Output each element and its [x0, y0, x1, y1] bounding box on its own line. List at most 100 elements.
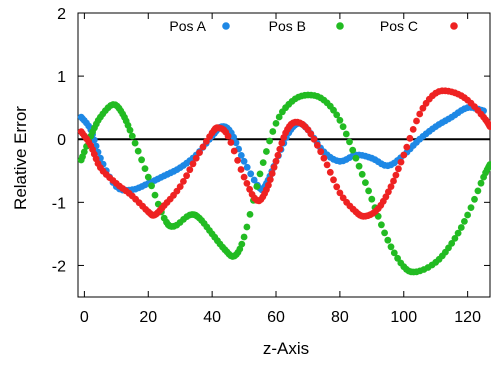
- data-point: [381, 229, 388, 237]
- data-point: [486, 161, 491, 168]
- data-point: [138, 156, 146, 164]
- data-point: [266, 137, 273, 145]
- data-point: [237, 166, 245, 173]
- y-tick-label: 2: [57, 6, 66, 23]
- data-point: [326, 168, 334, 176]
- data-point: [387, 183, 395, 191]
- data-point: [385, 188, 392, 196]
- data-point: [352, 154, 360, 162]
- y-tick-label: -2: [52, 258, 66, 275]
- data-point: [339, 123, 347, 131]
- data-point: [307, 130, 315, 138]
- data-point: [276, 145, 284, 153]
- data-point: [189, 160, 197, 168]
- data-point: [378, 221, 385, 229]
- data-point: [278, 139, 286, 147]
- data-point: [346, 138, 353, 146]
- data-point: [365, 187, 372, 195]
- data-point: [362, 179, 369, 187]
- data-point: [448, 240, 456, 247]
- data-point: [333, 111, 341, 119]
- data-point: [270, 163, 278, 171]
- data-point: [196, 149, 203, 157]
- data-point: [323, 161, 331, 169]
- x-tick-label: 120: [454, 309, 481, 326]
- data-point: [243, 223, 251, 231]
- data-point: [333, 183, 341, 191]
- data-point: [246, 211, 254, 218]
- x-axis-title: z-Axis: [263, 339, 309, 358]
- data-point: [266, 176, 274, 184]
- data-point: [451, 235, 459, 242]
- data-point: [272, 157, 280, 165]
- x-tick-label: 100: [390, 309, 417, 326]
- y-axis-title: Relative Error: [11, 106, 30, 210]
- data-point: [230, 133, 238, 141]
- data-point: [384, 236, 392, 244]
- legend-marker: [450, 22, 458, 30]
- data-point: [243, 163, 251, 171]
- data-point: [342, 130, 350, 138]
- legend-label: Pos B: [269, 18, 306, 34]
- data-point: [477, 179, 485, 187]
- data-point: [230, 147, 238, 155]
- y-axis-ticks: -2 -1 0 1 2: [52, 6, 490, 275]
- data-point: [265, 181, 272, 189]
- data-point: [336, 116, 344, 124]
- data-point: [419, 104, 427, 112]
- data-point: [243, 180, 251, 187]
- data-point: [253, 183, 261, 190]
- legend-label: Pos A: [169, 18, 206, 34]
- data-point: [374, 212, 382, 220]
- series-pos-c: [77, 87, 491, 220]
- legend-marker: [222, 22, 230, 30]
- data-point: [275, 113, 283, 121]
- x-tick-label: 80: [331, 309, 349, 326]
- data-point: [144, 173, 152, 181]
- data-point: [471, 195, 478, 203]
- data-point: [224, 132, 232, 140]
- data-point: [397, 158, 405, 166]
- data-point: [80, 148, 88, 156]
- data-point: [256, 170, 264, 178]
- data-point: [317, 148, 325, 156]
- data-point: [272, 120, 280, 127]
- data-point: [131, 139, 139, 147]
- legend-marker: [336, 22, 344, 30]
- data-point: [336, 189, 344, 197]
- data-point: [176, 183, 184, 191]
- data-point: [464, 211, 471, 219]
- data-point: [395, 165, 402, 173]
- data-point: [141, 165, 149, 173]
- data-point: [416, 110, 424, 118]
- data-point: [240, 157, 248, 165]
- x-tick-label: 0: [80, 309, 89, 326]
- data-point: [247, 170, 255, 178]
- legend-label: Pos C: [380, 18, 418, 34]
- data-point: [368, 195, 376, 203]
- data-point: [400, 151, 408, 159]
- data-point: [126, 126, 134, 134]
- plot-area: [77, 12, 491, 298]
- data-point: [203, 138, 210, 145]
- data-point: [330, 176, 337, 184]
- data-point: [390, 177, 397, 185]
- data-point: [192, 154, 200, 162]
- x-tick-label: 20: [139, 309, 157, 326]
- legend: Pos A Pos B Pos C: [169, 18, 458, 34]
- data-point: [310, 135, 318, 143]
- data-point: [227, 139, 235, 146]
- data-point: [128, 132, 136, 140]
- data-point: [234, 157, 242, 164]
- data-point: [134, 147, 142, 155]
- data-point: [320, 154, 328, 162]
- data-point: [413, 117, 420, 125]
- plot-frame: [77, 12, 491, 298]
- data-point: [314, 141, 321, 149]
- data-point: [467, 204, 475, 212]
- data-point: [406, 134, 414, 142]
- data-point: [358, 170, 366, 178]
- data-point: [238, 240, 246, 248]
- data-point: [392, 171, 400, 179]
